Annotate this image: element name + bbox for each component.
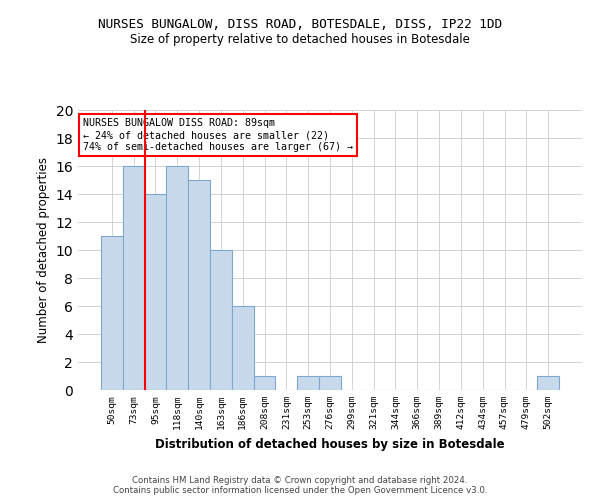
Bar xyxy=(188,180,210,390)
Text: NURSES BUNGALOW DISS ROAD: 89sqm
← 24% of detached houses are smaller (22)
74% o: NURSES BUNGALOW DISS ROAD: 89sqm ← 24% o… xyxy=(83,118,353,152)
Bar xyxy=(210,250,232,390)
Bar xyxy=(166,166,188,390)
Bar xyxy=(254,376,275,390)
Bar xyxy=(232,306,254,390)
Text: Contains HM Land Registry data © Crown copyright and database right 2024.
Contai: Contains HM Land Registry data © Crown c… xyxy=(113,476,487,495)
Text: NURSES BUNGALOW, DISS ROAD, BOTESDALE, DISS, IP22 1DD: NURSES BUNGALOW, DISS ROAD, BOTESDALE, D… xyxy=(98,18,502,30)
Bar xyxy=(537,376,559,390)
Y-axis label: Number of detached properties: Number of detached properties xyxy=(37,157,50,343)
Bar xyxy=(319,376,341,390)
Bar xyxy=(101,236,123,390)
Bar xyxy=(297,376,319,390)
Bar xyxy=(145,194,166,390)
X-axis label: Distribution of detached houses by size in Botesdale: Distribution of detached houses by size … xyxy=(155,438,505,450)
Text: Size of property relative to detached houses in Botesdale: Size of property relative to detached ho… xyxy=(130,32,470,46)
Bar xyxy=(123,166,145,390)
